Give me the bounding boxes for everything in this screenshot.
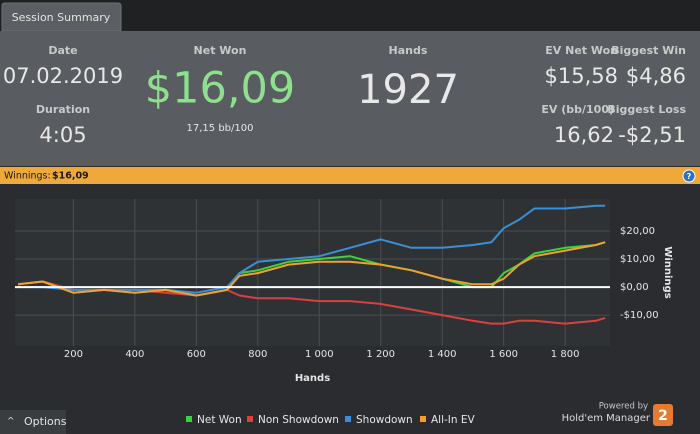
stat-label: Biggest Loss (607, 103, 686, 116)
legend-swatch (247, 416, 253, 422)
stat-label: EV Net Won (545, 44, 618, 57)
winnings-banner (0, 167, 700, 184)
x-axis-title: Hands (295, 373, 330, 384)
legend-swatch (186, 416, 192, 422)
x-tick-label: 1 800 (551, 349, 580, 360)
stat-label: Biggest Win (611, 44, 686, 57)
y-axis-title: Winnings (662, 246, 673, 298)
series-line (17, 241, 606, 297)
banner-value: $16,09 (52, 171, 89, 182)
chart: 200 400 600 800 1 000 1 200 1 400 1 600 1 800 -$1… (15, 199, 673, 426)
x-tick-label: 200 (64, 349, 83, 360)
stats-panel (0, 31, 700, 166)
stat-subvalue: 17,15 bb/100 (187, 123, 254, 134)
options-button[interactable] (0, 410, 66, 434)
tab-label[interactable]: Session Summary (12, 11, 111, 24)
y-tick-label: -$10,00 (620, 310, 659, 321)
series-line (18, 204, 606, 294)
stat-label: Date (48, 44, 77, 57)
hands-value: 1927 (357, 67, 459, 113)
stat-value: $4,86 (626, 64, 686, 88)
stat-value: 16,62 (554, 123, 614, 147)
x-tick-label: 1 400 (428, 349, 457, 360)
stat-label: Hands (389, 44, 428, 57)
legend-label: Showdown (356, 414, 413, 426)
brand-badge-number: 2 (658, 408, 668, 424)
y-tick-label: $10,00 (620, 254, 655, 265)
stat-label: Duration (36, 103, 90, 116)
net-won-value: $16,09 (145, 64, 295, 114)
legend-label: Non Showdown (258, 414, 339, 426)
stat-value: 07.02.2019 (3, 64, 123, 88)
x-tick-label: 800 (248, 349, 267, 360)
x-tick-label: 1 200 (366, 349, 395, 360)
legend-swatch (420, 416, 426, 422)
banner-label: Winnings: (4, 171, 51, 182)
x-tick-label: 600 (187, 349, 206, 360)
stat-label: Net Won (194, 44, 247, 57)
stat-value: 4:05 (39, 123, 86, 147)
plot-area (15, 199, 610, 346)
options-label[interactable]: Options (24, 415, 67, 428)
y-tick-label: $20,00 (620, 226, 655, 237)
legend-label: All-In EV (431, 414, 476, 426)
stat-label: EV (bb/100) (541, 103, 614, 116)
stat-value: -$2,51 (618, 123, 686, 147)
x-tick-label: 400 (125, 349, 144, 360)
y-tick-label: $0,00 (620, 282, 649, 293)
legend-swatch (345, 416, 351, 422)
options-icon[interactable]: ^ (7, 417, 15, 427)
help-icon-glyph[interactable]: ? (687, 172, 692, 181)
x-tick-label: 1 000 (305, 349, 334, 360)
brand-badge (653, 404, 673, 426)
brand: Hold'em Manager (562, 413, 651, 424)
legend-label: Net Won (197, 414, 242, 426)
help-icon[interactable] (682, 169, 696, 183)
powered-by: Powered by (599, 402, 648, 412)
stat-value: $15,58 (545, 64, 618, 88)
tab[interactable] (1, 2, 122, 32)
x-tick-label: 1 600 (489, 349, 518, 360)
